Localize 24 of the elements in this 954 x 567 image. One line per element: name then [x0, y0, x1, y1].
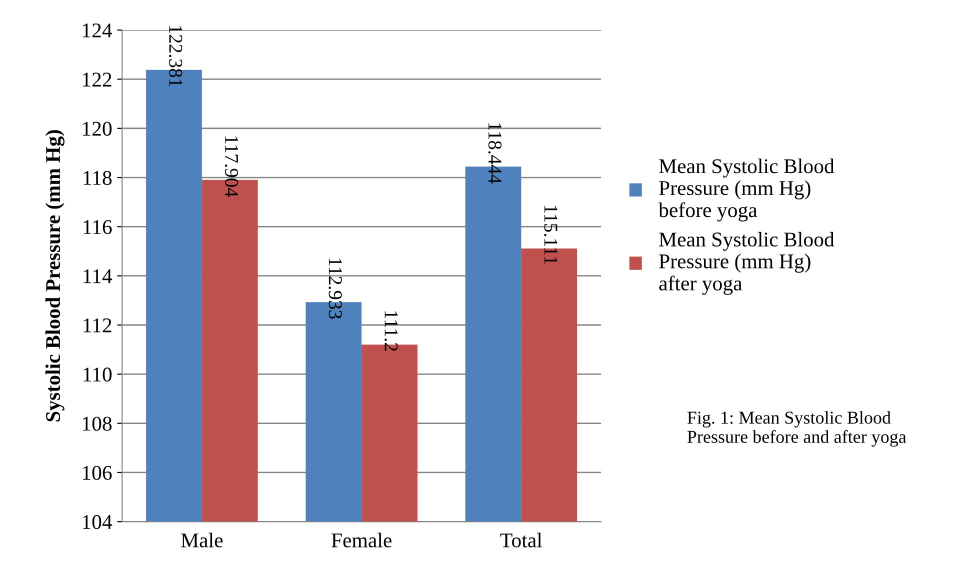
data-label: 115.111 — [544, 206, 558, 264]
y-tick-label: 116 — [84, 220, 112, 234]
y-axis-title: Systolic Blood Pressure (mm Hg) — [45, 130, 64, 422]
y-tick-label: 120 — [82, 122, 112, 136]
data-label: 122.381 — [169, 26, 182, 86]
y-tick-label: 110 — [84, 368, 112, 382]
y-tick-label: 114 — [84, 269, 112, 284]
y-tick-label: 104 — [82, 515, 112, 530]
y-tick-label: 118 — [84, 170, 112, 185]
caption: Fig. 1: Mean Systolic Blood Pressure before and after yoga — [687, 411, 906, 447]
y-tick-label: 124 — [82, 23, 112, 38]
legend-label: Mean Systolic Blood Pressure (mm Hg) before yoga — [658, 158, 834, 222]
data-label: 118.444 — [488, 123, 502, 184]
y-tick-label: 122 — [82, 72, 112, 86]
y-tick-label: 112 — [84, 318, 112, 332]
data-label: 111.2 — [384, 311, 398, 351]
y-tick-label: 108 — [82, 416, 112, 431]
x-tick-label: Female — [332, 532, 392, 548]
legend-label: Mean Systolic Blood Pressure (mm Hg) after yoga — [659, 232, 834, 295]
x-tick-label: Male — [181, 532, 223, 548]
x-tick-label: Total — [500, 532, 542, 548]
y-tick-label: 106 — [82, 466, 112, 480]
data-label: 112.933 — [328, 258, 342, 319]
data-label: 117.904 — [224, 136, 238, 197]
